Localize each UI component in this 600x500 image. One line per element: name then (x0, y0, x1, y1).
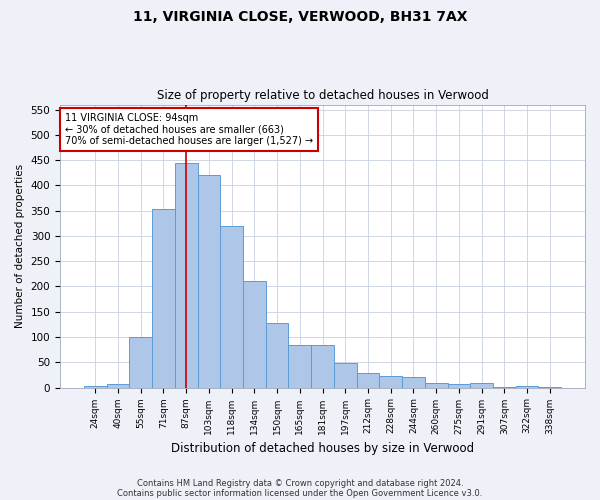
Title: Size of property relative to detached houses in Verwood: Size of property relative to detached ho… (157, 89, 488, 102)
Bar (197, 175, 220, 388)
Bar (538, 387, 561, 388)
Bar (515, 386, 538, 388)
Bar (107, 384, 130, 388)
Bar (152, 209, 175, 388)
Bar (266, 323, 289, 388)
Bar (425, 382, 448, 388)
Bar (448, 384, 470, 388)
Bar (402, 378, 425, 388)
Bar (379, 376, 402, 388)
Text: Contains public sector information licensed under the Open Government Licence v3: Contains public sector information licen… (118, 488, 482, 498)
Y-axis label: Number of detached properties: Number of detached properties (15, 164, 25, 328)
Bar (493, 386, 515, 388)
Bar (175, 163, 197, 388)
X-axis label: Distribution of detached houses by size in Verwood: Distribution of detached houses by size … (171, 442, 474, 455)
Bar (84, 386, 107, 388)
Bar (311, 345, 334, 388)
Bar (130, 336, 152, 388)
Text: 11, VIRGINIA CLOSE, VERWOOD, BH31 7AX: 11, VIRGINIA CLOSE, VERWOOD, BH31 7AX (133, 10, 467, 24)
Bar (220, 226, 243, 388)
Text: 11 VIRGINIA CLOSE: 94sqm
← 30% of detached houses are smaller (663)
70% of semi-: 11 VIRGINIA CLOSE: 94sqm ← 30% of detach… (65, 113, 313, 146)
Bar (243, 282, 266, 388)
Bar (356, 374, 379, 388)
Text: Contains HM Land Registry data © Crown copyright and database right 2024.: Contains HM Land Registry data © Crown c… (137, 478, 463, 488)
Bar (289, 345, 311, 388)
Bar (470, 382, 493, 388)
Bar (334, 364, 356, 388)
